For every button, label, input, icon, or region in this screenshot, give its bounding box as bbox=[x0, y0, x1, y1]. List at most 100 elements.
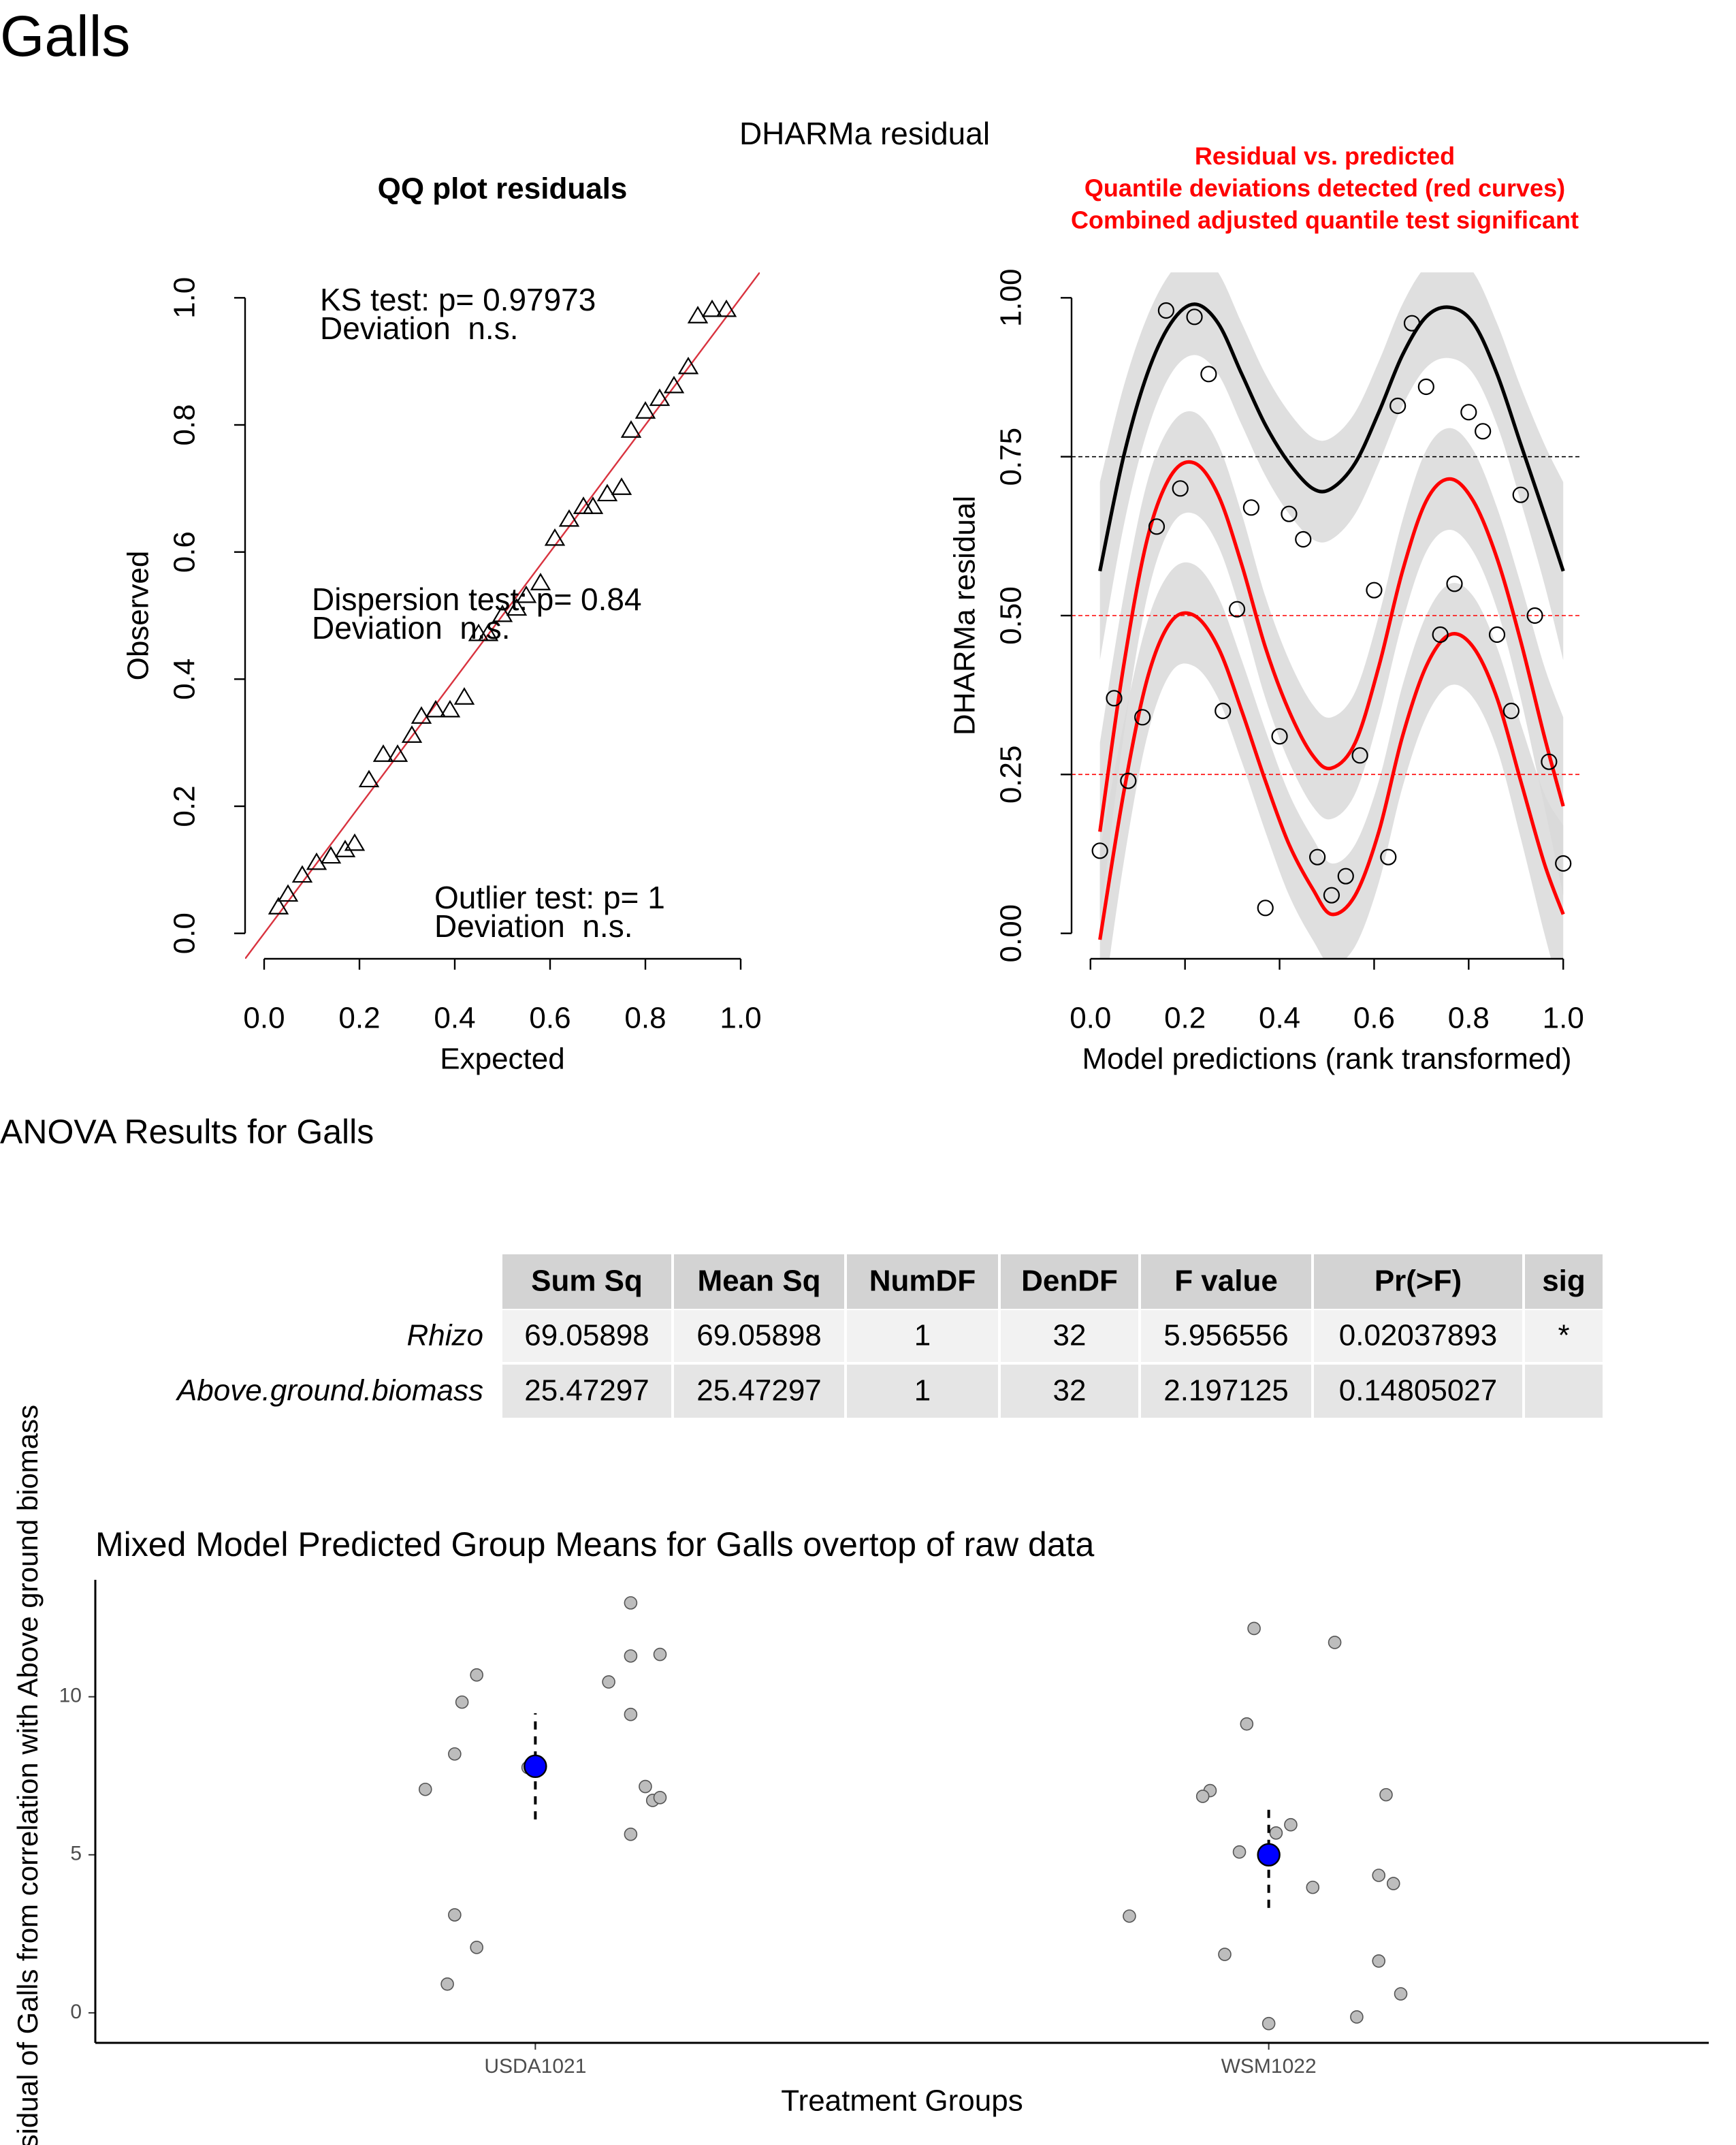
chart-title: QQ plot residuals bbox=[378, 172, 628, 206]
table-value: 32 bbox=[1053, 1319, 1087, 1352]
residual-point bbox=[1403, 315, 1421, 332]
table-cell bbox=[502, 1365, 671, 1418]
residual-point bbox=[1228, 601, 1246, 618]
raw-point bbox=[1328, 1636, 1342, 1649]
raw-point bbox=[1372, 1954, 1386, 1968]
raw-point bbox=[448, 1747, 462, 1761]
residual-point bbox=[1257, 900, 1274, 917]
qq-point bbox=[716, 299, 737, 317]
table-value: 1 bbox=[914, 1319, 931, 1352]
table-value: 69.05898 bbox=[696, 1319, 822, 1352]
residual-point bbox=[1555, 855, 1572, 872]
column-header: DenDF bbox=[1021, 1265, 1118, 1298]
qq-point bbox=[663, 375, 685, 394]
residual-point bbox=[1242, 499, 1259, 516]
x-axis-title: Treatment Groups bbox=[781, 2084, 1023, 2118]
reference-line-group bbox=[245, 272, 760, 959]
residual-point bbox=[1091, 842, 1108, 859]
group-mean bbox=[1257, 1843, 1281, 1867]
page-title: Galls bbox=[0, 4, 130, 68]
residual-point bbox=[1502, 702, 1520, 720]
raw-point bbox=[653, 1791, 667, 1805]
quantile-band bbox=[1099, 411, 1564, 921]
qq-point bbox=[425, 699, 447, 718]
column-header: Sum Sq bbox=[531, 1265, 643, 1298]
y-tick-label: 0.2 bbox=[168, 785, 202, 827]
raw-point bbox=[1386, 1877, 1400, 1890]
qq-point bbox=[358, 769, 380, 788]
x-tick-label: 0.2 bbox=[338, 1002, 380, 1035]
table-cell bbox=[847, 1365, 998, 1418]
residual-point bbox=[1417, 378, 1434, 396]
raw-point bbox=[1232, 1845, 1247, 1859]
panel-title: DHARMa residual bbox=[739, 116, 990, 151]
table-cell bbox=[1525, 1254, 1603, 1309]
table-value: 1 bbox=[914, 1374, 931, 1408]
column-header: F value bbox=[1174, 1265, 1278, 1298]
column-header: Pr(>F) bbox=[1375, 1265, 1462, 1298]
column-header: sig bbox=[1542, 1265, 1586, 1298]
qq-point bbox=[544, 528, 566, 546]
qq-point bbox=[306, 852, 327, 870]
quantile-curve bbox=[1098, 460, 1565, 832]
residual-point bbox=[1120, 772, 1137, 789]
qq-point bbox=[620, 420, 642, 438]
row-label: Above.ground.biomass bbox=[175, 1374, 483, 1408]
qq-point bbox=[477, 623, 499, 641]
raw-point bbox=[624, 1707, 638, 1721]
raw-point bbox=[440, 1977, 454, 1991]
residual-point bbox=[1186, 308, 1203, 325]
table-value: 69.05898 bbox=[524, 1319, 649, 1352]
qq-point bbox=[492, 604, 513, 622]
raw-point bbox=[418, 1782, 432, 1796]
table-cell bbox=[1141, 1310, 1311, 1362]
table-cell bbox=[502, 1310, 671, 1362]
x-tick-label: 0.8 bbox=[1448, 1002, 1490, 1035]
table-cell bbox=[502, 1254, 671, 1309]
residual-point bbox=[1106, 690, 1123, 707]
qq-point bbox=[277, 884, 299, 902]
y-tick-label: 1.00 bbox=[995, 269, 1028, 328]
test-annotation: Dispersion test: p= 0.84 bbox=[312, 582, 642, 617]
table-value: 25.47297 bbox=[696, 1374, 822, 1408]
raw-point bbox=[624, 1596, 638, 1610]
qq-point bbox=[530, 573, 551, 590]
qq-point bbox=[334, 840, 356, 857]
qq-point bbox=[344, 833, 366, 851]
table-value: 5.956556 bbox=[1163, 1319, 1289, 1352]
qq-point bbox=[515, 585, 537, 603]
qq-point bbox=[649, 388, 671, 407]
y-tick-label: 1.0 bbox=[168, 277, 202, 319]
qq-point bbox=[268, 897, 289, 915]
residual-point bbox=[1488, 626, 1506, 644]
raw-point bbox=[1240, 1717, 1254, 1731]
table-cell bbox=[674, 1254, 844, 1309]
raw-point bbox=[448, 1908, 462, 1922]
x-tick-label: 0.0 bbox=[1070, 1002, 1111, 1035]
qq-point bbox=[320, 846, 342, 864]
table-value: 0.14805027 bbox=[1339, 1374, 1497, 1408]
test-annotation: Deviation n.s. bbox=[312, 610, 510, 646]
table-cell bbox=[1001, 1365, 1138, 1418]
raw-point bbox=[1372, 1869, 1386, 1882]
raw-point bbox=[1284, 1817, 1298, 1832]
table-value: * bbox=[1558, 1319, 1569, 1352]
residual-point bbox=[1148, 518, 1166, 535]
table-cell bbox=[1141, 1365, 1311, 1418]
raw-point bbox=[1379, 1788, 1393, 1802]
y-tick-label: 0.00 bbox=[995, 904, 1028, 963]
raw-point bbox=[1269, 1826, 1283, 1840]
table-cell bbox=[1314, 1310, 1522, 1362]
table-value: 2.197125 bbox=[1163, 1374, 1289, 1408]
residual-point bbox=[1432, 626, 1449, 644]
qq-point bbox=[372, 744, 394, 762]
row-label: Rhizo bbox=[407, 1319, 484, 1352]
raw-point bbox=[1394, 1987, 1408, 2001]
residual-point bbox=[1281, 505, 1298, 522]
x-axis-title: Model predictions (rank transformed) bbox=[1082, 1043, 1572, 1076]
table-value: 25.47297 bbox=[524, 1374, 649, 1408]
x-tick-label: 0.4 bbox=[1259, 1002, 1300, 1035]
table-cell bbox=[1314, 1365, 1522, 1418]
test-annotation: Deviation n.s. bbox=[434, 908, 632, 944]
y-tick-label: 0.50 bbox=[995, 586, 1028, 645]
